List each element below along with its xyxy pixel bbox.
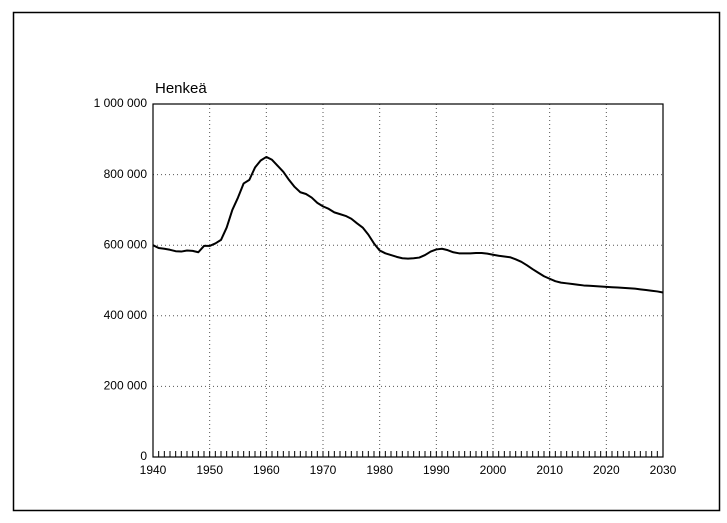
x-tick-label: 1970 bbox=[310, 463, 337, 477]
y-axis-label: Henkeä bbox=[155, 80, 207, 97]
y-tick-label: 200 000 bbox=[104, 379, 148, 393]
plot-frame bbox=[152, 103, 664, 458]
x-tick-label: 1990 bbox=[423, 463, 450, 477]
x-tick-label: 2020 bbox=[593, 463, 620, 477]
page-border bbox=[12, 11, 721, 512]
x-tick-label: 1940 bbox=[140, 463, 167, 477]
y-tick-label: 0 bbox=[140, 449, 147, 463]
y-tick-label: 600 000 bbox=[104, 237, 148, 251]
y-tick-label: 800 000 bbox=[104, 167, 148, 181]
data-line bbox=[152, 155, 664, 294]
x-tick-label: 1980 bbox=[366, 463, 393, 477]
x-tick-label: 2030 bbox=[650, 463, 677, 477]
x-tick-label: 1960 bbox=[253, 463, 280, 477]
x-tick-label: 2010 bbox=[536, 463, 563, 477]
y-tick-label: 1 000 000 bbox=[94, 96, 148, 110]
x-tick-label: 1950 bbox=[196, 463, 223, 477]
y-tick-label: 400 000 bbox=[104, 308, 148, 322]
x-tick-label: 2000 bbox=[480, 463, 507, 477]
